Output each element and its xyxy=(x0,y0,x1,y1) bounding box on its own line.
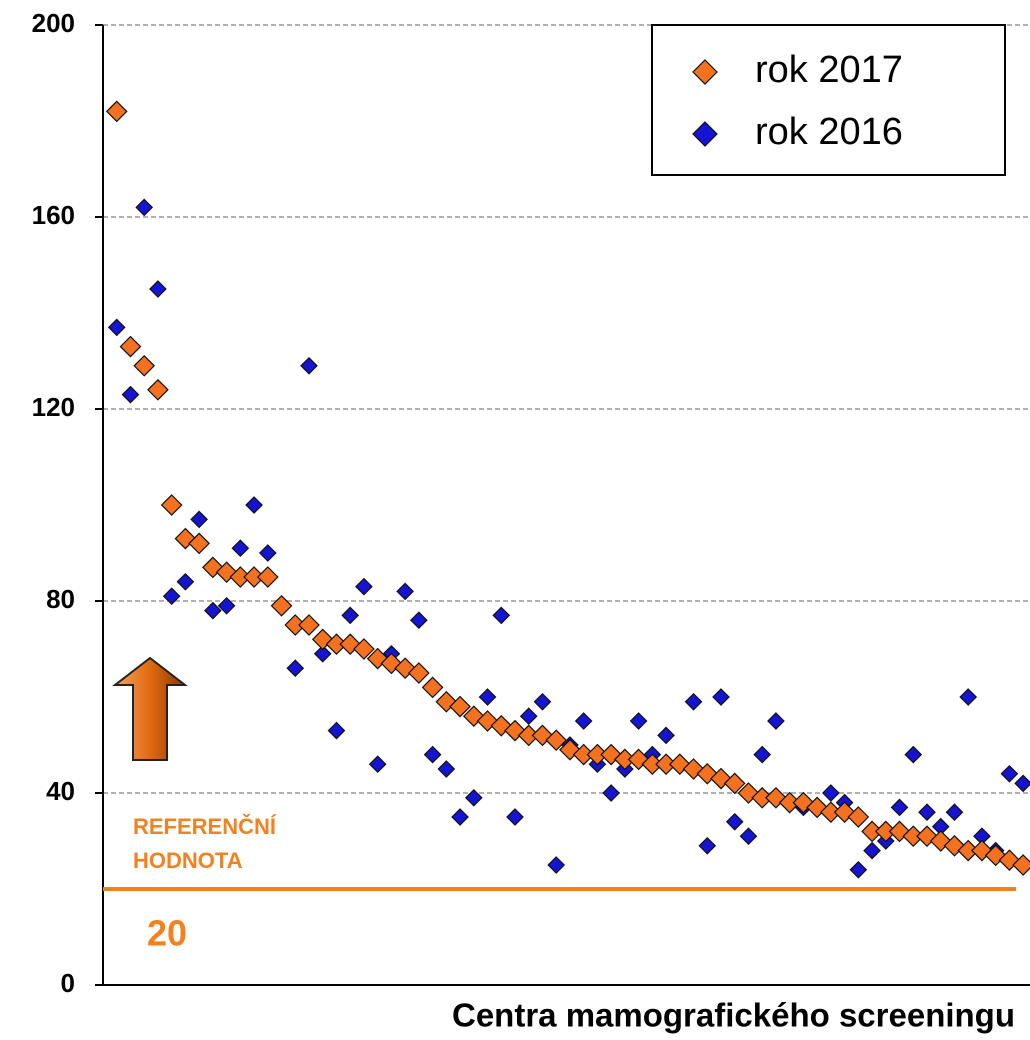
point xyxy=(300,356,318,375)
point xyxy=(135,198,154,217)
point xyxy=(492,606,511,625)
point xyxy=(849,860,868,879)
point xyxy=(739,827,758,846)
point xyxy=(313,644,332,663)
y-tick-label: 0 xyxy=(61,968,75,998)
point xyxy=(698,836,717,855)
point xyxy=(396,582,414,601)
legend-box xyxy=(651,24,1006,176)
point xyxy=(657,726,675,745)
point xyxy=(341,606,360,625)
point xyxy=(423,745,442,764)
point xyxy=(270,594,293,617)
point xyxy=(904,745,923,764)
point xyxy=(545,729,568,752)
point xyxy=(478,688,497,706)
point xyxy=(890,798,909,817)
point xyxy=(147,378,169,401)
legend: rok 2017 rok 2016 xyxy=(651,24,1006,176)
point xyxy=(1000,764,1019,783)
point xyxy=(602,784,620,802)
point xyxy=(176,572,195,591)
point xyxy=(353,638,375,660)
point xyxy=(149,280,167,298)
point xyxy=(684,692,703,711)
point xyxy=(767,712,785,730)
point xyxy=(945,803,964,822)
point xyxy=(231,539,250,558)
y-tick-label: 200 xyxy=(32,8,75,38)
point xyxy=(629,712,648,730)
point xyxy=(121,385,140,404)
point xyxy=(408,662,430,684)
y-tick-label: 80 xyxy=(46,584,75,614)
point xyxy=(863,841,881,860)
point xyxy=(188,532,210,555)
point xyxy=(451,808,469,826)
y-tick-label: 120 xyxy=(32,392,75,422)
point xyxy=(959,688,978,706)
y-tick-label: 160 xyxy=(32,200,75,230)
point xyxy=(506,808,524,826)
point xyxy=(519,707,538,726)
point xyxy=(723,772,746,795)
point xyxy=(725,812,744,831)
point xyxy=(368,755,387,774)
legend-marker xyxy=(692,121,718,147)
legend-label: rok 2017 xyxy=(755,49,903,91)
point xyxy=(298,614,320,636)
point xyxy=(421,676,444,699)
point xyxy=(133,354,156,377)
point xyxy=(119,335,142,358)
reference-label: REFERENČNÍ xyxy=(133,814,277,839)
legend-label: rok 2016 xyxy=(755,111,903,153)
point xyxy=(162,587,181,606)
arrow xyxy=(112,656,188,761)
point xyxy=(410,611,428,630)
point xyxy=(256,566,279,588)
point xyxy=(449,695,471,718)
point xyxy=(160,494,183,516)
point xyxy=(286,659,305,678)
point xyxy=(217,596,236,615)
point xyxy=(258,544,277,562)
point xyxy=(847,806,870,828)
point xyxy=(437,760,456,778)
point xyxy=(327,721,346,740)
point xyxy=(533,692,552,711)
point xyxy=(204,601,222,620)
point xyxy=(918,803,936,822)
point xyxy=(355,577,373,596)
point xyxy=(107,318,126,337)
point xyxy=(1014,774,1030,793)
reference-label: HODNOTA xyxy=(133,848,243,873)
point xyxy=(822,784,840,802)
point xyxy=(190,510,208,529)
point xyxy=(753,745,772,764)
point xyxy=(574,712,593,730)
point xyxy=(105,100,128,123)
point xyxy=(712,688,730,706)
point xyxy=(547,856,566,874)
legend-marker xyxy=(692,59,718,85)
reference-value: 20 xyxy=(147,913,187,954)
point xyxy=(464,788,483,807)
point xyxy=(245,496,263,514)
y-tick-label: 40 xyxy=(46,776,75,806)
x-axis-title: Centra mamografického screeningu xyxy=(452,997,1015,1034)
